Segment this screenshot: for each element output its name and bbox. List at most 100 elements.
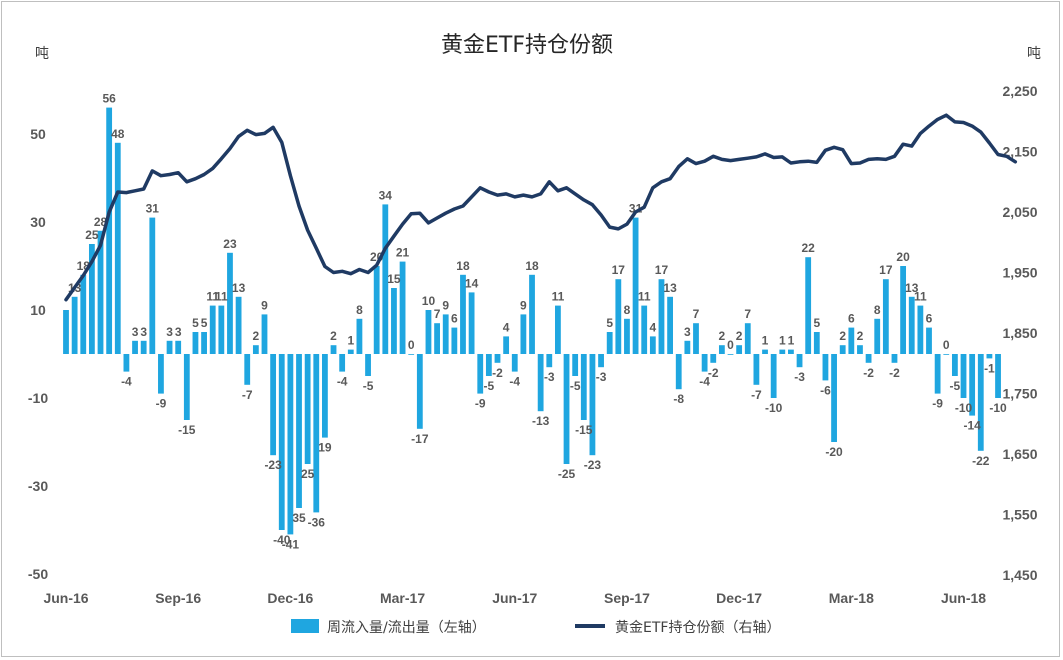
left-axis-ticks: 50 30 10 -10 -30 -50 bbox=[28, 126, 48, 582]
bar bbox=[356, 318, 363, 354]
bar bbox=[399, 261, 406, 354]
bar-data-label: 3 bbox=[166, 325, 173, 339]
bar bbox=[235, 296, 242, 354]
bar bbox=[969, 354, 976, 416]
bar-data-label: 3 bbox=[132, 325, 139, 339]
left-tick-label: -50 bbox=[28, 566, 48, 582]
bar bbox=[175, 340, 182, 354]
bar-data-label: 18 bbox=[525, 259, 539, 273]
bar bbox=[788, 349, 794, 354]
legend-line-label: 黄金ETF持仓份额（右轴） bbox=[615, 619, 780, 636]
bar-data-label: -2 bbox=[492, 366, 503, 380]
bar-data-label: 8 bbox=[624, 303, 631, 317]
bar-data-label: 11 bbox=[914, 290, 927, 304]
bar bbox=[943, 354, 950, 355]
left-tick-label: 50 bbox=[30, 126, 46, 142]
bar-data-label: 6 bbox=[451, 312, 458, 326]
right-tick-label: 1,750 bbox=[1002, 386, 1037, 402]
bar-data-label: 20 bbox=[896, 250, 910, 264]
bar-data-label: 2 bbox=[839, 329, 846, 343]
bar bbox=[744, 323, 751, 354]
bar bbox=[658, 279, 665, 354]
right-tick-label: 1,950 bbox=[1002, 265, 1037, 281]
bar-data-label: -4 bbox=[509, 375, 520, 389]
bar-data-label: 17 bbox=[612, 263, 626, 277]
bar-data-label: -17 bbox=[411, 432, 429, 446]
bar bbox=[891, 354, 898, 363]
left-tick-label: 10 bbox=[30, 302, 46, 318]
bar bbox=[632, 217, 639, 354]
left-axis-unit: 吨 bbox=[35, 46, 49, 62]
bar-data-label: 5 bbox=[813, 316, 820, 330]
x-tick-label: Sep-16 bbox=[155, 590, 201, 606]
bar-data-label: -15 bbox=[178, 423, 196, 437]
bar-data-label: 2 bbox=[736, 329, 743, 343]
bar-data-label: -9 bbox=[932, 397, 943, 411]
bar-data-label: -5 bbox=[570, 379, 581, 393]
bar bbox=[563, 354, 570, 464]
right-tick-label: 1,550 bbox=[1002, 507, 1037, 523]
bar bbox=[701, 354, 708, 372]
bar-data-label: -9 bbox=[156, 397, 167, 411]
bar bbox=[166, 340, 173, 354]
bar-data-label: 5 bbox=[192, 316, 199, 330]
bar-data-label: -10 bbox=[989, 401, 1007, 415]
bar-data-label: 2 bbox=[253, 329, 260, 343]
x-axis-ticks: Jun-16 Sep-16 Dec-16 Mar-17 Jun-17 Sep-17 Dec-… bbox=[43, 590, 986, 606]
bar-data-label: 7 bbox=[744, 307, 751, 321]
bar bbox=[529, 274, 535, 354]
right-tick-label: 1,850 bbox=[1002, 325, 1037, 341]
bar bbox=[951, 354, 958, 376]
bar-data-label: 11 bbox=[638, 290, 651, 304]
bar-data-label: -20 bbox=[825, 445, 843, 459]
bar bbox=[874, 318, 881, 354]
bar-data-label: 21 bbox=[396, 246, 410, 260]
x-tick-label: Dec-16 bbox=[267, 590, 313, 606]
bar bbox=[572, 354, 579, 376]
bar bbox=[270, 354, 277, 456]
bar bbox=[649, 336, 656, 354]
bar bbox=[339, 354, 346, 372]
bar-data-label: 7 bbox=[693, 307, 700, 321]
bar bbox=[313, 354, 320, 513]
bar-data-label: -5 bbox=[363, 379, 374, 393]
bar-data-label: -10 bbox=[765, 401, 783, 415]
bar bbox=[511, 354, 518, 372]
bar-data-label: 9 bbox=[442, 298, 449, 312]
bar-data-label: 13 bbox=[232, 281, 246, 295]
x-tick-label: Dec-17 bbox=[716, 590, 762, 606]
bar bbox=[675, 354, 682, 390]
bar-data-label: -2 bbox=[863, 366, 874, 380]
left-tick-label: -10 bbox=[28, 390, 48, 406]
bar bbox=[882, 279, 889, 354]
holdings-line bbox=[64, 113, 1018, 302]
bar bbox=[624, 318, 630, 354]
bar bbox=[779, 349, 786, 354]
bar bbox=[106, 107, 113, 354]
bar-data-label: -6 bbox=[820, 383, 831, 397]
bar-data-label: -23 bbox=[584, 458, 602, 472]
right-tick-label: 2,050 bbox=[1002, 204, 1037, 220]
bar bbox=[805, 257, 812, 354]
bar bbox=[373, 266, 380, 354]
bar-data-label: 19 bbox=[318, 441, 332, 455]
bar-data-label: 1 bbox=[347, 334, 354, 348]
bar-data-label: 8 bbox=[874, 303, 881, 317]
x-tick-label: Jun-16 bbox=[43, 590, 88, 606]
bar-data-label: 4 bbox=[649, 320, 656, 334]
bar-data-label: 3 bbox=[175, 325, 182, 339]
bar-data-label: -7 bbox=[242, 388, 253, 402]
bar bbox=[537, 354, 544, 412]
bar bbox=[416, 354, 423, 429]
bar bbox=[442, 314, 449, 354]
bar bbox=[503, 336, 510, 354]
bar-data-label: 2 bbox=[719, 329, 726, 343]
bar bbox=[977, 354, 984, 451]
bar bbox=[382, 204, 389, 354]
bar-data-label: 31 bbox=[629, 202, 643, 216]
bar-data-label: 5 bbox=[606, 316, 613, 330]
bar-data-label: -4 bbox=[337, 375, 348, 389]
bar bbox=[796, 354, 803, 368]
bar bbox=[451, 327, 458, 354]
bar bbox=[192, 332, 199, 354]
